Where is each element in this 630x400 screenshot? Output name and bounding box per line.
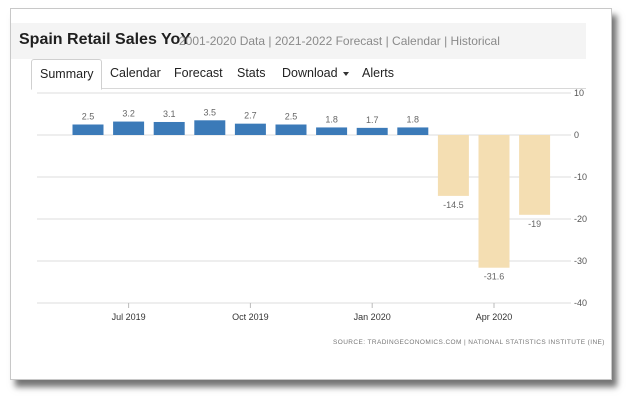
bar[interactable] bbox=[153, 121, 185, 135]
bar[interactable] bbox=[113, 121, 145, 135]
x-tick-label: Jul 2019 bbox=[112, 312, 146, 322]
data-label: -31.6 bbox=[484, 272, 505, 282]
page-title: Spain Retail Sales YoY bbox=[19, 31, 191, 48]
data-label: 1.8 bbox=[407, 114, 420, 124]
data-label: 1.7 bbox=[366, 115, 379, 125]
bar[interactable] bbox=[275, 124, 307, 136]
bar[interactable] bbox=[397, 127, 429, 135]
data-label: -19 bbox=[528, 219, 541, 229]
data-label: 2.5 bbox=[285, 112, 298, 122]
y-tick-label: 10 bbox=[574, 88, 584, 98]
tab-alerts[interactable]: Alerts bbox=[362, 66, 394, 80]
y-tick-label: 0 bbox=[574, 130, 579, 140]
data-label: 1.8 bbox=[325, 114, 338, 124]
y-tick-label: -30 bbox=[574, 256, 587, 266]
bar[interactable] bbox=[316, 127, 348, 135]
bar-chart: 10 0 -10 -20 -30 -40 2.5 3.2 3.1 3.5 2.7 2.5 1.8 1.7 1… bbox=[37, 88, 587, 322]
x-tick-label: Jan 2020 bbox=[354, 312, 391, 322]
tab-forecast[interactable]: Forecast bbox=[174, 66, 223, 80]
data-label: -14.5 bbox=[443, 200, 464, 210]
chevron-down-icon bbox=[342, 71, 349, 76]
page-subtitle[interactable]: 2001-2020 Data | 2021-2022 Forecast | Ca… bbox=[179, 34, 500, 48]
data-label: 3.2 bbox=[122, 109, 135, 119]
bar[interactable] bbox=[478, 135, 510, 268]
tab-calendar[interactable]: Calendar bbox=[110, 66, 161, 80]
y-tick-label: -10 bbox=[574, 172, 587, 182]
bar[interactable] bbox=[234, 123, 266, 135]
tab-summary[interactable]: Summary bbox=[31, 59, 103, 90]
tab-download[interactable]: Download bbox=[282, 59, 349, 88]
tab-divider bbox=[98, 88, 586, 89]
bar[interactable] bbox=[519, 135, 551, 215]
bar[interactable] bbox=[72, 124, 104, 136]
data-label: 3.1 bbox=[163, 109, 176, 119]
chart-source: SOURCE: TRADINGECONOMICS.COM | NATIONAL … bbox=[333, 339, 605, 346]
tab-stats[interactable]: Stats bbox=[237, 66, 266, 80]
tab-bar: Summary Calendar Forecast Stats Download… bbox=[11, 59, 586, 90]
bar[interactable] bbox=[356, 127, 388, 135]
chart-widget: Spain Retail Sales YoY 2001-2020 Data | … bbox=[10, 8, 612, 380]
bar[interactable] bbox=[437, 135, 469, 196]
x-tick-label: Apr 2020 bbox=[476, 312, 513, 322]
header-bar: Spain Retail Sales YoY 2001-2020 Data | … bbox=[11, 23, 586, 59]
data-label: 2.7 bbox=[244, 111, 257, 121]
data-label: 3.5 bbox=[204, 107, 217, 117]
x-tick-label: Oct 2019 bbox=[232, 312, 269, 322]
bar[interactable] bbox=[194, 120, 226, 135]
y-tick-label: -40 bbox=[574, 298, 587, 308]
data-label: 2.5 bbox=[82, 112, 95, 122]
y-tick-label: -20 bbox=[574, 214, 587, 224]
